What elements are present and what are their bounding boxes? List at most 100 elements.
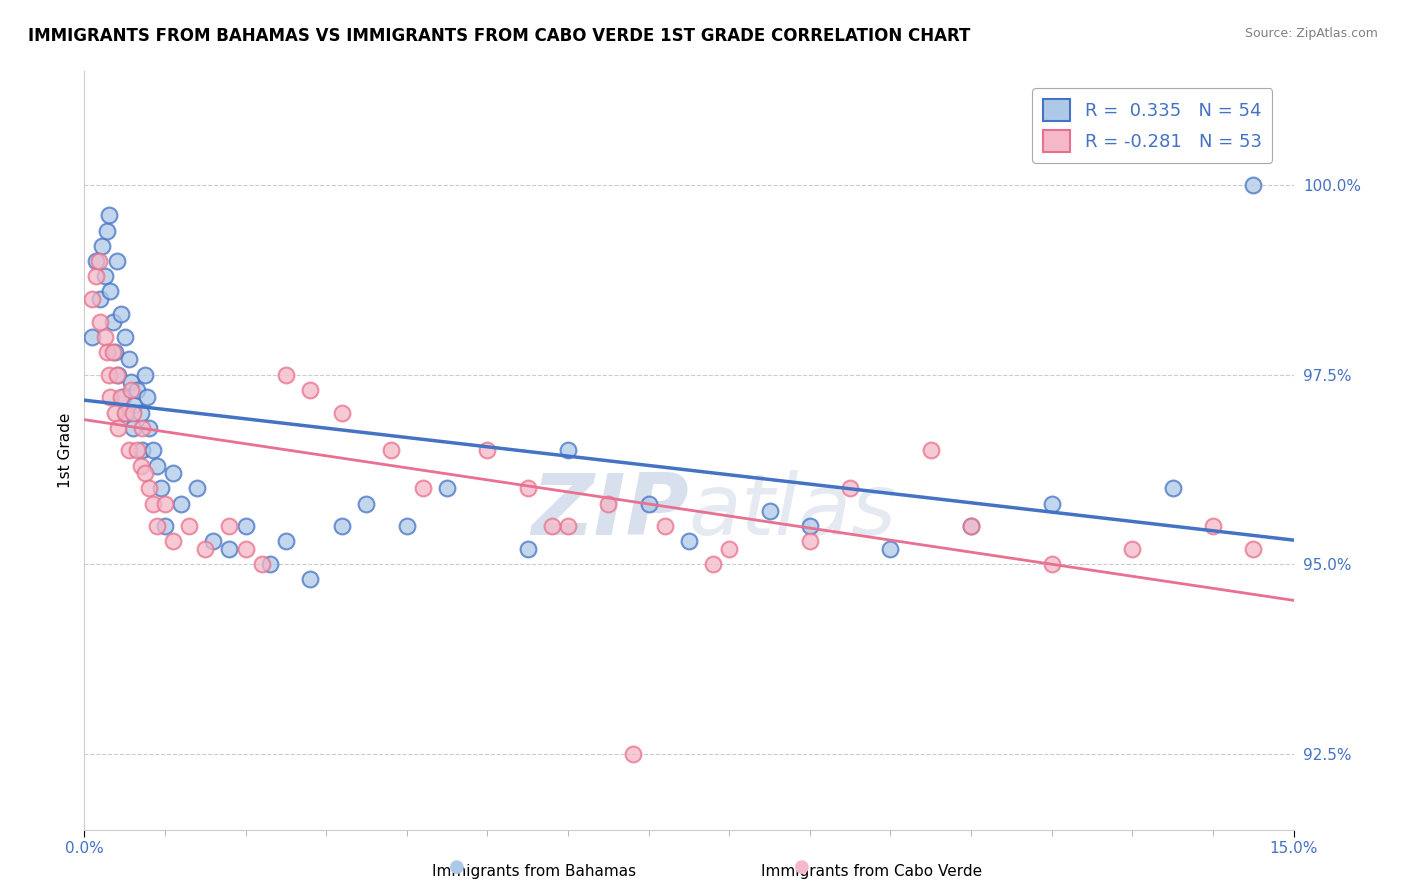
Point — [118, 352, 141, 367]
Point — [104, 406, 127, 420]
Point — [758, 504, 780, 518]
Point — [637, 497, 659, 511]
Text: Immigrants from Cabo Verde: Immigrants from Cabo Verde — [761, 863, 983, 879]
Point — [194, 541, 217, 556]
Point — [162, 534, 184, 549]
Point — [1202, 519, 1225, 533]
Point — [274, 534, 297, 549]
Text: ●: ● — [793, 858, 810, 876]
Point — [89, 314, 111, 328]
Point — [920, 443, 942, 458]
Point — [960, 519, 983, 533]
Point — [138, 421, 160, 435]
Text: IMMIGRANTS FROM BAHAMAS VS IMMIGRANTS FROM CABO VERDE 1ST GRADE CORRELATION CHAR: IMMIGRANTS FROM BAHAMAS VS IMMIGRANTS FR… — [28, 27, 970, 45]
Point — [1121, 541, 1143, 556]
Text: Immigrants from Bahamas: Immigrants from Bahamas — [432, 863, 637, 879]
Point — [412, 481, 434, 495]
Point — [598, 497, 620, 511]
Point — [121, 406, 143, 420]
Point — [124, 398, 146, 412]
Point — [250, 558, 273, 572]
Point — [146, 458, 169, 473]
Point — [202, 534, 225, 549]
Point — [330, 519, 353, 533]
Point — [121, 421, 143, 435]
Point — [142, 497, 165, 511]
Point — [107, 368, 129, 382]
Point — [356, 497, 378, 511]
Point — [879, 541, 901, 556]
Point — [218, 519, 240, 533]
Point — [516, 481, 538, 495]
Point — [259, 558, 281, 572]
Point — [91, 239, 114, 253]
Point — [97, 368, 120, 382]
Point — [170, 497, 193, 511]
Point — [516, 541, 538, 556]
Point — [96, 345, 118, 359]
Point — [118, 443, 141, 458]
Point — [134, 368, 156, 382]
Point — [101, 345, 124, 359]
Point — [799, 519, 821, 533]
Legend: R =  0.335   N = 54, R = -0.281   N = 53: R = 0.335 N = 54, R = -0.281 N = 53 — [1032, 88, 1272, 162]
Point — [125, 383, 148, 397]
Point — [477, 443, 499, 458]
Point — [138, 481, 160, 495]
Point — [98, 285, 121, 299]
Point — [235, 519, 257, 533]
Point — [134, 467, 156, 481]
Point — [153, 497, 176, 511]
Point — [1241, 541, 1264, 556]
Point — [125, 443, 148, 458]
Point — [436, 481, 458, 495]
Point — [718, 541, 741, 556]
Point — [82, 292, 104, 306]
Point — [1241, 178, 1264, 193]
Point — [1040, 558, 1063, 572]
Point — [557, 519, 579, 533]
Y-axis label: 1st Grade: 1st Grade — [58, 413, 73, 488]
Point — [299, 383, 322, 397]
Point — [839, 481, 862, 495]
Text: ●: ● — [449, 858, 465, 876]
Point — [218, 541, 240, 556]
Point — [87, 254, 110, 268]
Point — [129, 406, 152, 420]
Point — [131, 421, 153, 435]
Point — [110, 391, 132, 405]
Point — [86, 254, 108, 268]
Point — [104, 345, 127, 359]
Point — [82, 330, 104, 344]
Point — [96, 224, 118, 238]
Text: atlas: atlas — [689, 469, 897, 553]
Point — [235, 541, 257, 556]
Point — [146, 519, 169, 533]
Point — [97, 209, 120, 223]
Point — [114, 406, 136, 420]
Point — [380, 443, 402, 458]
Text: ZIP: ZIP — [531, 469, 689, 553]
Point — [136, 391, 159, 405]
Point — [101, 314, 124, 328]
Point — [621, 747, 644, 761]
Point — [120, 375, 142, 389]
Point — [93, 330, 115, 344]
Point — [1040, 497, 1063, 511]
Point — [395, 519, 418, 533]
Point — [162, 467, 184, 481]
Point — [98, 391, 121, 405]
Point — [110, 307, 132, 321]
Point — [1161, 481, 1184, 495]
Point — [112, 391, 135, 405]
Point — [186, 481, 208, 495]
Point — [105, 368, 128, 382]
Point — [678, 534, 700, 549]
Point — [179, 519, 201, 533]
Point — [142, 443, 165, 458]
Point — [960, 519, 983, 533]
Point — [799, 534, 821, 549]
Point — [702, 558, 724, 572]
Point — [654, 519, 676, 533]
Text: Source: ZipAtlas.com: Source: ZipAtlas.com — [1244, 27, 1378, 40]
